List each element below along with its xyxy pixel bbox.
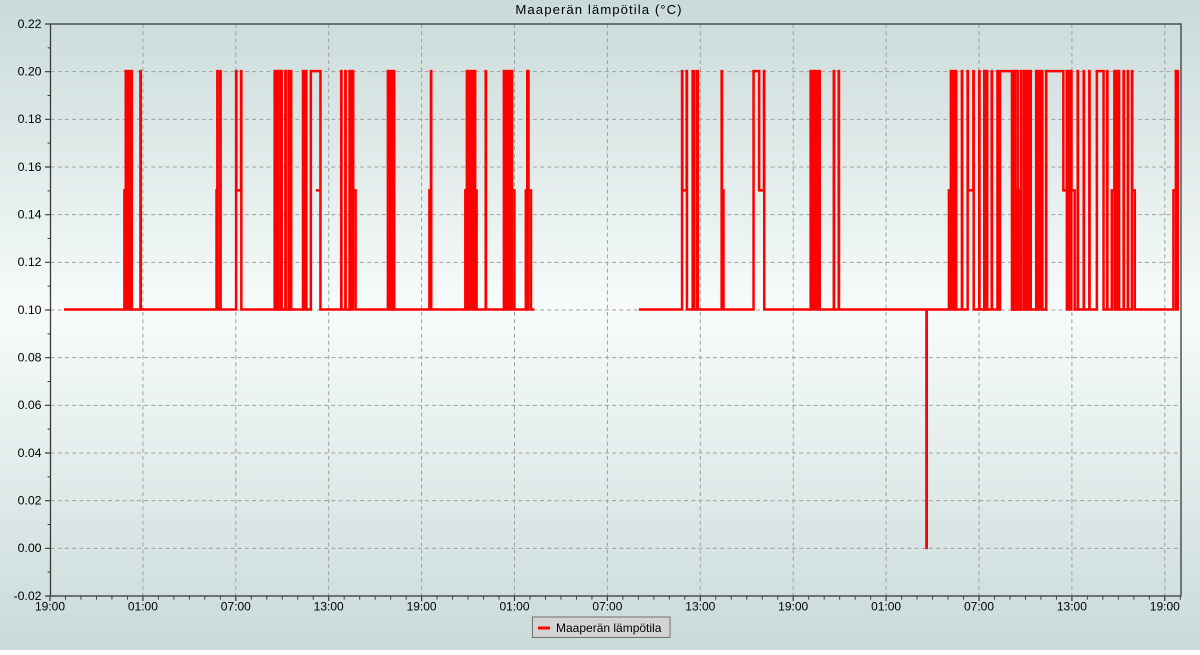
svg-text:0.14: 0.14	[18, 208, 42, 222]
svg-text:07:00: 07:00	[221, 599, 251, 613]
svg-text:0.18: 0.18	[18, 112, 42, 126]
svg-text:19:00: 19:00	[35, 599, 65, 613]
svg-text:01:00: 01:00	[499, 599, 529, 613]
svg-text:0.06: 0.06	[18, 398, 42, 412]
svg-text:0.08: 0.08	[18, 351, 42, 365]
svg-text:19:00: 19:00	[1150, 599, 1180, 613]
svg-text:-0.02: -0.02	[13, 589, 41, 603]
svg-text:0.22: 0.22	[18, 17, 42, 31]
svg-text:01:00: 01:00	[128, 599, 158, 613]
svg-text:19:00: 19:00	[407, 599, 437, 613]
svg-text:0.12: 0.12	[18, 255, 42, 269]
svg-text:0.10: 0.10	[18, 303, 42, 317]
svg-text:13:00: 13:00	[314, 599, 344, 613]
svg-text:Maaperän lämpötila: Maaperän lämpötila	[556, 621, 662, 635]
svg-text:13:00: 13:00	[1057, 599, 1087, 613]
svg-text:0.20: 0.20	[18, 65, 42, 79]
svg-text:Maaperän lämpötila (°C): Maaperän lämpötila (°C)	[515, 2, 682, 17]
svg-text:13:00: 13:00	[685, 599, 715, 613]
svg-text:07:00: 07:00	[964, 599, 994, 613]
svg-text:0.16: 0.16	[18, 160, 42, 174]
svg-text:01:00: 01:00	[871, 599, 901, 613]
svg-text:19:00: 19:00	[778, 599, 808, 613]
svg-text:07:00: 07:00	[592, 599, 622, 613]
svg-text:0.04: 0.04	[18, 446, 42, 460]
svg-text:0.00: 0.00	[18, 541, 42, 555]
svg-text:0.02: 0.02	[18, 494, 42, 508]
